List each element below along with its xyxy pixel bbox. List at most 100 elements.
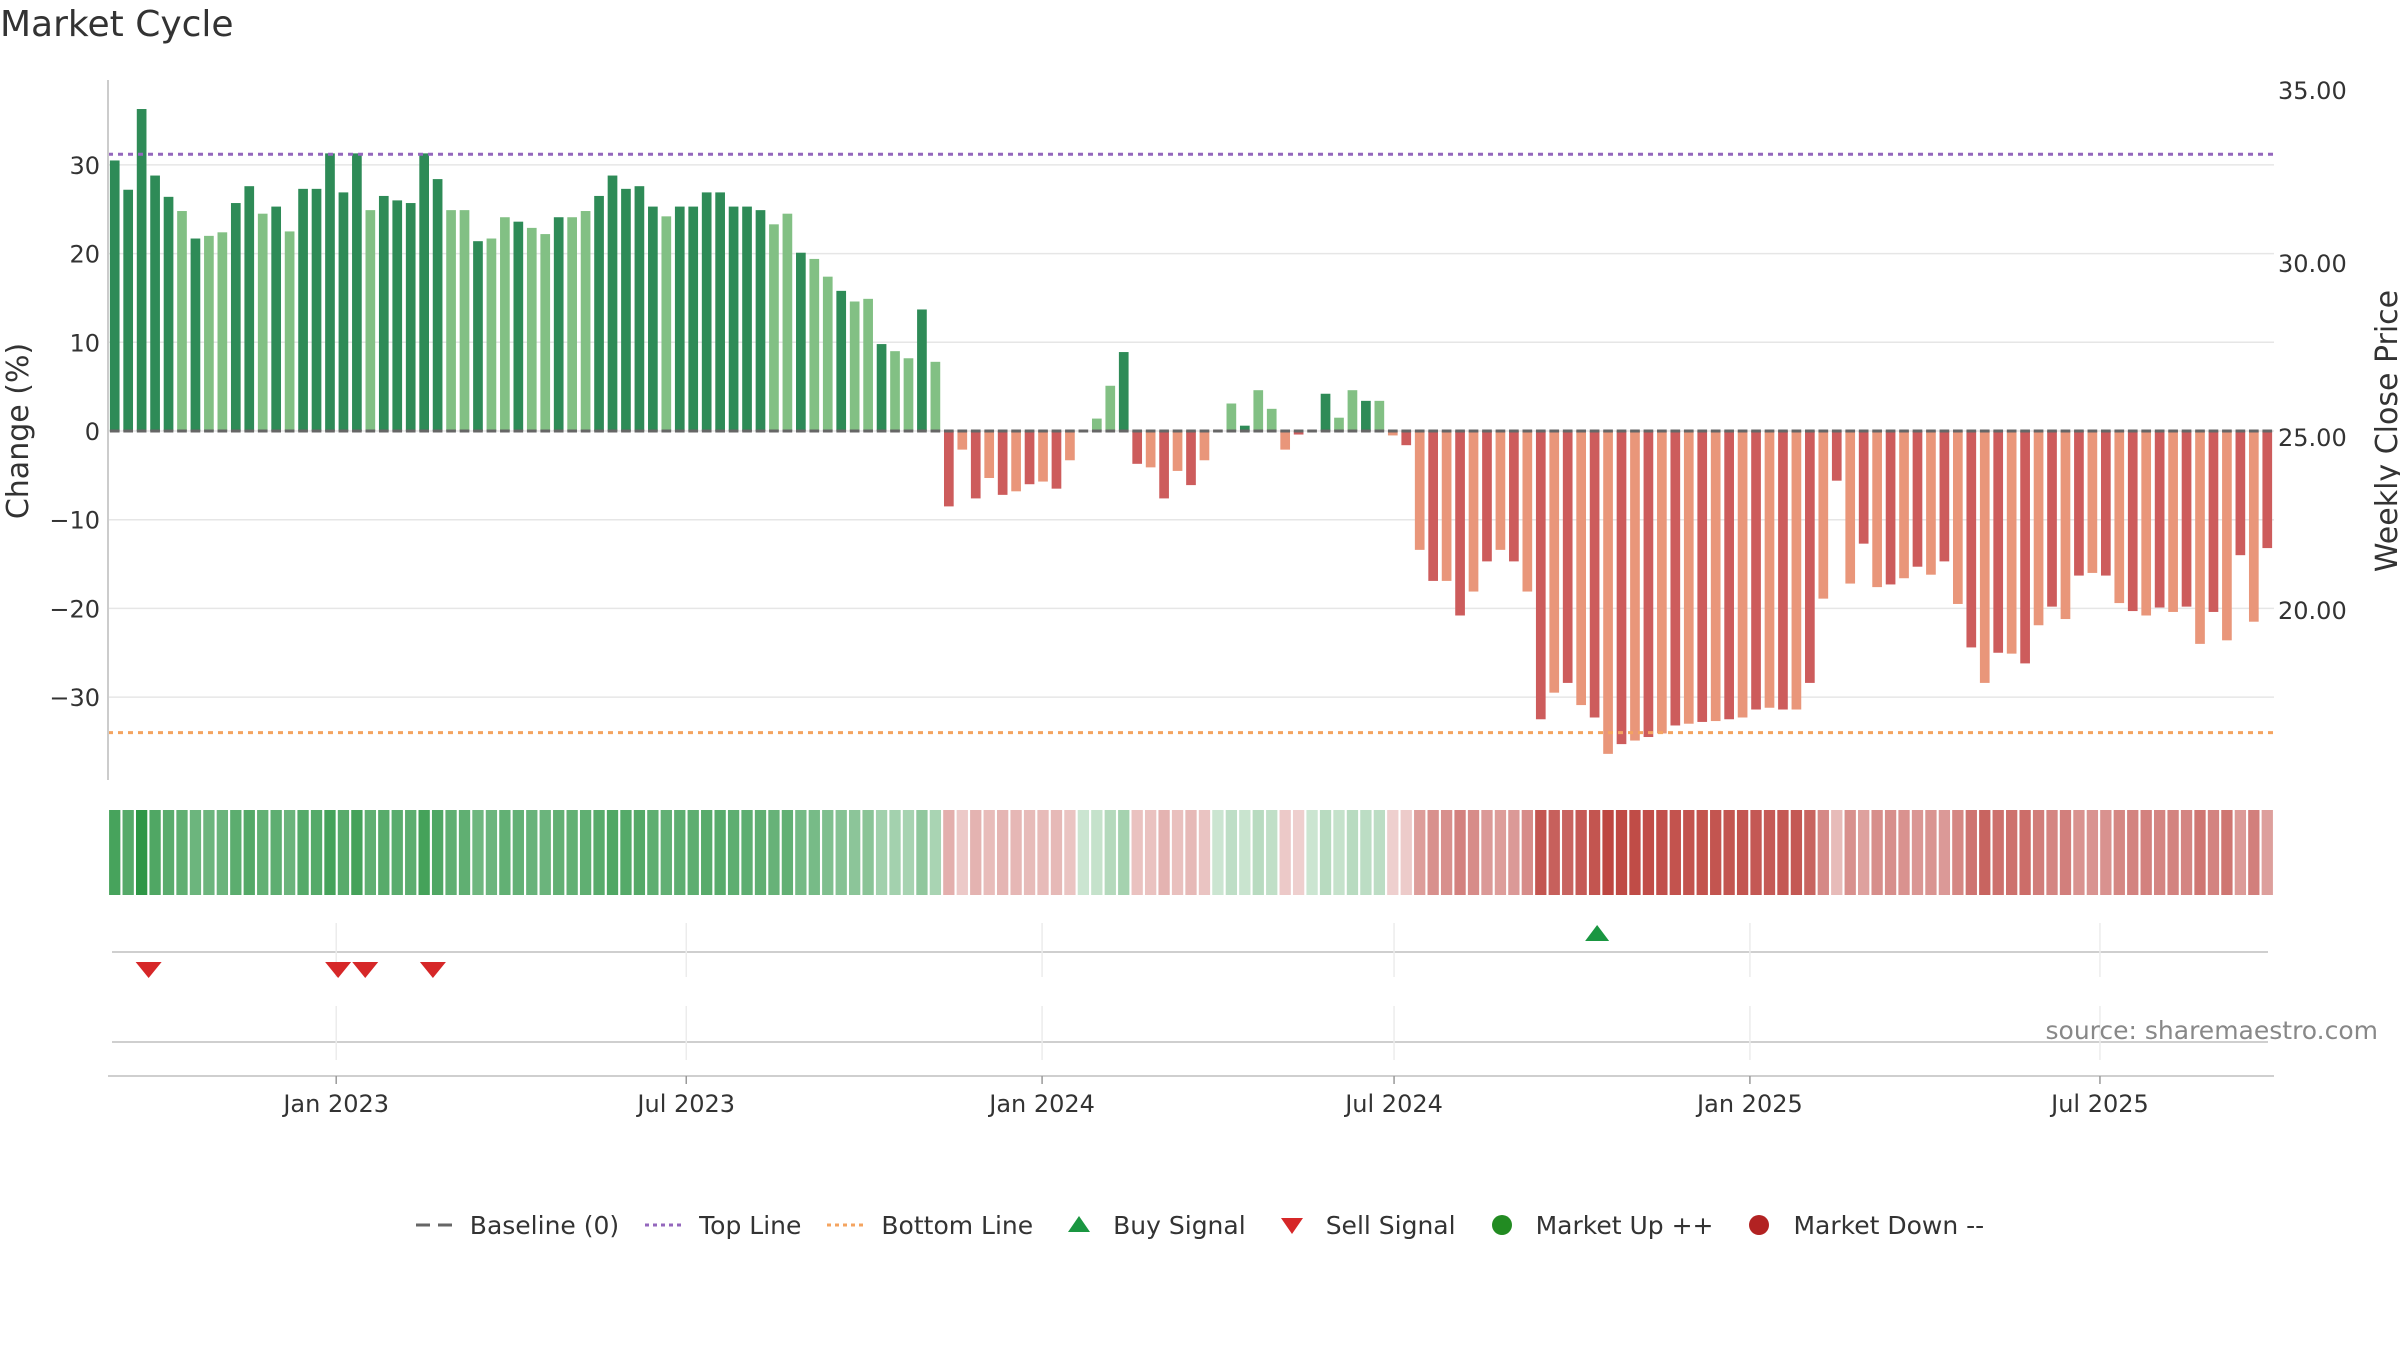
change-bar: [1912, 431, 1923, 567]
change-bar: [1145, 431, 1156, 468]
heat-cell: [485, 810, 498, 895]
y-right-axis-title: Weekly Close Price: [2370, 290, 2400, 572]
legend-label: Market Down --: [1793, 1210, 1985, 1240]
sell-signal-marker: [352, 962, 379, 978]
change-bar: [2154, 431, 2165, 608]
legend-item-sell-signal: Sell Signal: [1272, 1211, 1456, 1240]
heat-cell: [2086, 810, 2099, 895]
change-bar: [2195, 431, 2205, 644]
heat-cell: [1064, 810, 1076, 895]
heat-cell: [1440, 810, 1453, 895]
change-bar: [526, 227, 537, 431]
heat-cell: [1306, 810, 1318, 895]
heat-cell: [2167, 810, 2179, 895]
change-bar: [728, 206, 739, 431]
change-bar: [1347, 390, 1358, 431]
y-tick-label: −10: [49, 507, 100, 535]
heat-cell: [1212, 810, 1224, 895]
heat-cell: [1575, 810, 1587, 895]
heat-cell: [1225, 810, 1238, 895]
change-bar: [674, 206, 685, 431]
heat-cell: [916, 810, 928, 895]
change-bar: [325, 153, 335, 431]
change-bar: [2141, 431, 2152, 616]
change-bar: [607, 175, 618, 431]
change-bar: [311, 188, 322, 431]
change-bar: [957, 431, 968, 450]
change-bar: [473, 241, 483, 431]
heat-cell: [875, 810, 888, 895]
heat-cell: [1790, 810, 1803, 895]
heat-cell: [1723, 810, 1735, 895]
legend-label: Baseline (0): [469, 1210, 620, 1240]
change-bar: [1751, 431, 1761, 710]
heat-cell: [122, 810, 134, 895]
change-bar: [970, 431, 981, 499]
heat-cell: [1171, 810, 1184, 895]
heat-cell: [1037, 810, 1049, 895]
legend-item-top-line: Top Line: [645, 1211, 801, 1240]
change-bar: [2033, 431, 2044, 626]
heat-cell: [351, 810, 363, 895]
circle-icon: [1749, 1215, 1770, 1235]
change-bar: [1805, 431, 1815, 683]
heat-cell: [149, 810, 161, 895]
change-bar: [2114, 431, 2125, 604]
change-bar: [2047, 431, 2057, 607]
change-bar: [1831, 431, 1842, 481]
heat-cell: [1615, 810, 1628, 895]
legend-label: Market Up ++: [1535, 1210, 1714, 1240]
heat-cell: [310, 810, 323, 895]
heat-cell: [2194, 810, 2206, 895]
change-bar: [298, 188, 308, 431]
dashed-line-icon: [415, 1223, 456, 1227]
change-bar: [1361, 400, 1371, 431]
heat-cell: [283, 810, 296, 895]
heat-cell: [391, 810, 403, 895]
change-bar: [284, 231, 295, 431]
change-bar: [1172, 431, 1183, 471]
heat-cell: [1131, 810, 1143, 895]
heat-cell: [1279, 810, 1291, 895]
change-bar: [540, 234, 551, 431]
x-tick-label: Jan 2024: [987, 1090, 1095, 1118]
heat-cell: [1508, 810, 1520, 895]
heat-cell: [997, 810, 1009, 895]
change-bar: [1065, 431, 1075, 461]
heat-cell: [943, 810, 955, 895]
change-bar: [1239, 425, 1250, 431]
legend-item-market-up: Market Up ++: [1482, 1210, 1714, 1240]
change-bar: [930, 361, 941, 431]
change-bar: [1939, 431, 1950, 562]
heat-cell: [1588, 810, 1601, 895]
heat-cell: [162, 810, 175, 895]
change-bar: [1253, 390, 1264, 431]
change-bar: [1643, 431, 1654, 738]
change-bar: [1791, 431, 1802, 710]
change-bar: [1576, 431, 1586, 706]
change-bar: [984, 431, 995, 479]
y-right-tick-label: 25.00: [2278, 424, 2347, 452]
y-axis-title: Change (%): [1, 343, 36, 519]
heat-cell: [902, 810, 915, 895]
change-bar: [1683, 431, 1694, 724]
heat-cell: [176, 810, 188, 895]
heat-cell: [230, 810, 242, 895]
change-bar: [1657, 431, 1667, 734]
heat-cell: [1346, 810, 1359, 895]
x-tick-label: Jul 2023: [635, 1090, 735, 1118]
heat-cell: [1750, 810, 1762, 895]
heat-cell: [2006, 810, 2018, 895]
heat-cell: [1104, 810, 1116, 895]
change-bar: [567, 217, 577, 431]
heat-cell: [2180, 810, 2193, 895]
legend: Baseline (0) Top Line Bottom Line Buy Si…: [0, 1205, 2400, 1245]
change-bar: [1778, 431, 1788, 710]
change-bar: [257, 213, 268, 431]
change-bar: [1724, 431, 1734, 720]
change-bar: [500, 217, 510, 431]
change-bar: [1374, 400, 1385, 431]
legend-label: Bottom Line: [881, 1210, 1034, 1240]
heat-cell: [727, 810, 740, 895]
change-bar: [2087, 431, 2098, 573]
